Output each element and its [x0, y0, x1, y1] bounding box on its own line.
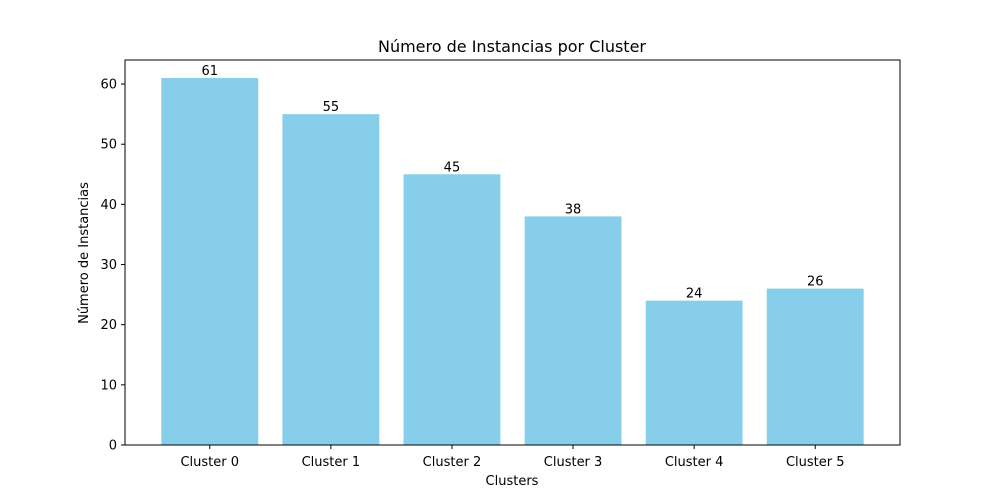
- data-label: 24: [686, 287, 703, 302]
- bar-5: [766, 288, 864, 445]
- data-label: 38: [565, 202, 582, 217]
- x-tick-label: Cluster 5: [786, 455, 845, 470]
- x-tick-label: Cluster 0: [180, 455, 239, 470]
- data-label: 55: [323, 100, 340, 115]
- x-tick-label: Cluster 1: [302, 455, 361, 470]
- bar-0: [161, 78, 259, 445]
- y-tick-label: 60: [100, 78, 117, 93]
- bar-1: [282, 114, 380, 445]
- data-label: 26: [807, 275, 824, 290]
- y-tick-label: 40: [100, 198, 117, 213]
- x-tick-label: Cluster 4: [665, 455, 724, 470]
- y-tick-label: 30: [100, 258, 117, 273]
- y-tick-label: 20: [100, 318, 117, 333]
- plot-area: 0 10 20 30 40 50 60 61 Cluster 0 55 Cluster 1 45 Clu…: [100, 59, 901, 470]
- chart-title: Número de Instancias por Cluster: [378, 37, 646, 56]
- y-tick-label: 0: [109, 439, 117, 454]
- bar-3: [524, 216, 622, 445]
- plot-frame: [124, 59, 901, 446]
- bar-4: [645, 300, 743, 445]
- x-tick-label: Cluster 2: [423, 455, 482, 470]
- y-tick-label: 50: [100, 138, 117, 153]
- x-tick-label: Cluster 3: [544, 455, 603, 470]
- bar-2: [403, 174, 501, 445]
- data-label: 61: [201, 64, 218, 79]
- data-label: 45: [444, 160, 461, 175]
- y-axis-label: Número de Instancias: [77, 182, 92, 324]
- y-tick-label: 10: [100, 378, 117, 393]
- x-axis-label: Clusters: [486, 474, 539, 489]
